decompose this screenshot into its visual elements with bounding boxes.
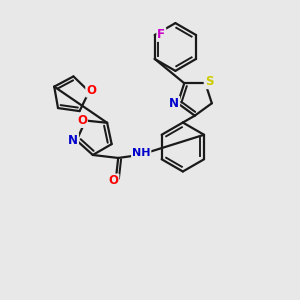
Text: S: S (205, 75, 213, 88)
Text: F: F (157, 28, 165, 41)
Text: O: O (77, 114, 87, 127)
Text: N: N (68, 134, 78, 147)
Text: O: O (108, 175, 118, 188)
Text: N: N (169, 97, 179, 110)
Text: O: O (86, 83, 96, 97)
Text: NH: NH (132, 148, 150, 158)
